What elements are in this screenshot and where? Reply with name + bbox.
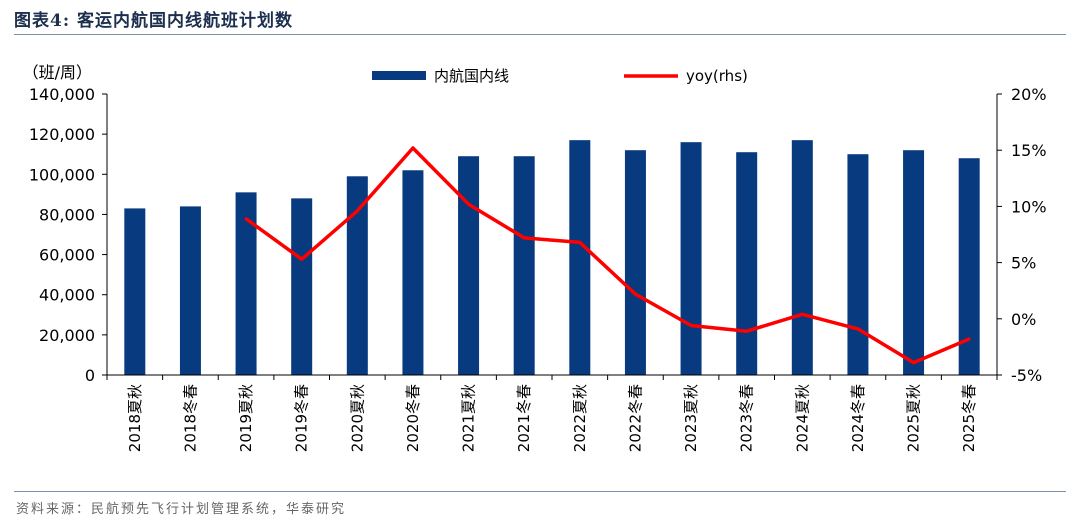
bar-2021夏秋 [458,156,480,375]
yoy-point-2021冬春 [522,236,526,240]
yoy-point-2024冬春 [856,327,860,331]
bar-2018夏秋 [124,208,146,375]
yoy-point-2025冬春 [967,337,971,341]
yoy-point-2019夏秋 [244,217,248,221]
yoy-point-2022夏秋 [578,240,582,244]
left-tick-label: 60,000 [39,246,95,265]
bar-2024夏秋 [791,140,813,375]
yoy-point-2023冬春 [745,329,749,333]
bar-2018冬春 [179,206,201,375]
bar-2022冬春 [624,150,646,375]
right-tick-label: 15% [1011,141,1047,160]
x-tick-label: 2019冬春 [293,384,311,452]
x-tick-label: 2020冬春 [404,384,422,452]
bar-series [124,140,980,375]
axes: 0 20,000 40,000 60,000 80,000 100,000 120,000 1… [23,63,1047,452]
x-tick-label: 2018夏秋 [126,384,144,452]
figure-title: 图表4: 客运内航国内线航班计划数 [14,11,294,31]
x-tick-label: 2023夏秋 [682,384,700,452]
yoy-point-2020冬春 [411,146,415,150]
yoy-point-2023夏秋 [689,324,693,328]
yoy-point-2024夏秋 [800,312,804,316]
right-tick-label: 20% [1011,85,1047,104]
x-tick-label: 2021冬春 [515,384,533,452]
title-divider [14,34,1066,35]
yoy-point-2020夏秋 [355,209,359,213]
left-tick-label: 20,000 [39,326,95,345]
bar-2020夏秋 [346,176,368,375]
left-tick-label: 140,000 [29,85,95,104]
x-tick-label: 2024冬春 [849,384,867,452]
yoy-point-2021夏秋 [467,202,471,206]
bar-2023冬春 [736,152,758,375]
x-tick-label: 2025冬春 [960,384,978,452]
x-tick-label: 2018冬春 [181,384,199,452]
bar-2019冬春 [291,198,313,375]
bar-2023夏秋 [680,142,702,375]
bar-2022夏秋 [569,140,591,375]
left-tick-label: 40,000 [39,286,95,305]
chart: 内航国内线 yoy(rhs) 0 20,000 40,000 60,000 80,000 1… [23,63,1047,452]
x-tick-label: 2025夏秋 [905,384,923,452]
y-unit-label: （班/周） [23,63,92,82]
x-tick-label: 2024夏秋 [793,384,811,452]
bar-2025冬春 [958,158,980,375]
yoy-point-2019冬春 [300,257,304,261]
source-note: 资料来源：民航预先飞行计划管理系统，华泰研究 [16,502,347,517]
right-tick-label: 5% [1011,254,1036,273]
bar-2025夏秋 [903,150,925,375]
legend-bar-swatch [372,71,426,80]
x-tick-label: 2020夏秋 [348,384,366,452]
right-tick-label: -5% [1011,366,1042,385]
left-tick-label: 80,000 [39,205,95,224]
x-tick-label: 2022冬春 [626,384,644,452]
x-tick-label: 2019夏秋 [237,384,255,452]
legend: 内航国内线 yoy(rhs) [372,67,748,85]
right-tick-label: 10% [1011,197,1047,216]
yoy-line-series [244,146,971,365]
left-tick-label: 0 [85,366,95,385]
yoy-point-2022冬春 [633,292,637,296]
source-divider [14,491,1066,492]
right-tick-label: 0% [1011,310,1036,329]
x-tick-label: 2022夏秋 [571,384,589,452]
bar-2019夏秋 [235,192,257,375]
x-tick-label: 2021夏秋 [460,384,478,452]
bar-2021冬春 [513,156,535,375]
left-tick-label: 120,000 [29,125,95,144]
bar-2024冬春 [847,154,869,375]
legend-bar-label: 内航国内线 [434,67,509,85]
yoy-line [245,146,970,365]
yoy-point-2025夏秋 [912,361,916,365]
x-tick-label: 2023冬春 [738,384,756,452]
left-tick-label: 100,000 [29,165,95,184]
legend-line-label: yoy(rhs) [686,67,748,85]
bar-2020冬春 [402,170,424,375]
